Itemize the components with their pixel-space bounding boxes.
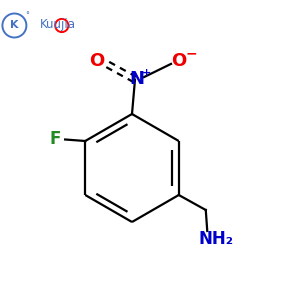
Text: −: − [185, 46, 197, 60]
Text: N: N [129, 70, 144, 88]
Text: F: F [50, 130, 61, 148]
Text: NH₂: NH₂ [199, 230, 234, 248]
Text: K: K [10, 20, 19, 31]
Text: O: O [90, 52, 105, 70]
Text: °: ° [25, 11, 29, 20]
Text: O: O [171, 52, 186, 70]
Text: Kuujia: Kuujia [40, 18, 76, 32]
Text: +: + [142, 68, 151, 78]
